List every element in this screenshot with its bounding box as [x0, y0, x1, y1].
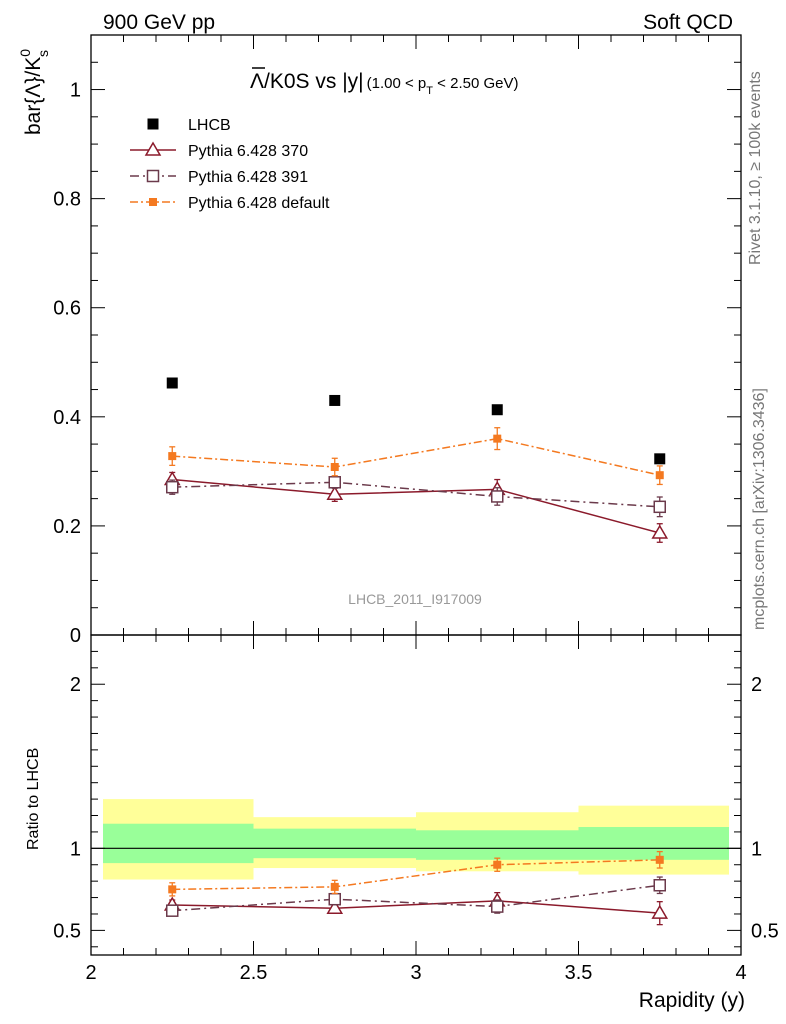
main-point-pythia-6-428-391-3: [653, 500, 666, 514]
y-tick-label-main-1: 1: [70, 80, 81, 102]
ratio-line-pythia-6-428-default: [172, 859, 660, 891]
ratio-point-pythia-6-428-default-1: [330, 882, 339, 891]
main-point-pythia-6-428-391-1: [328, 476, 341, 489]
ratio-band-inner-3: [578, 827, 729, 860]
legend-label-pythia-6-428-default: Pythia 6.428 default: [188, 195, 330, 212]
legend-label-pythia-6-428-391: Pythia 6.428 391: [188, 169, 308, 186]
y-tick-label-main-0.2: 0.2: [53, 516, 81, 538]
y-axis-label-ratio: Ratio to LHCB: [25, 748, 42, 850]
analysis-watermark: LHCB_2011_I917009: [348, 591, 482, 607]
main-line-pythia-6-428-370: [172, 478, 660, 534]
axes-frames: 2 2.5 3 3.5 4 0 0.2 0.4 0.6 0.8 1 0.5 0.5 1 1 2 2: [53, 34, 779, 984]
x-tick-label-3: 3: [410, 962, 421, 984]
ratio-line-pythia-6-428-391: [172, 884, 660, 912]
ratio-point-pythia-6-428-391-3: [653, 879, 666, 892]
main-panel: [163, 377, 669, 543]
y-tick-label-ratio-left-0.5: 0.5: [53, 920, 81, 942]
header-right: Soft QCD: [643, 11, 733, 34]
title-cut-pre: (1.00 < p: [367, 75, 427, 92]
ratio-point-pythia-6-428-391-1: [328, 892, 341, 906]
x-tick-label-2: 2: [85, 962, 96, 984]
main-point-pythia-6-428-default-2: [493, 434, 502, 443]
ratio-point-pythia-6-428-370-3: [651, 904, 669, 919]
main-line-pythia-6-428-default: [172, 437, 660, 476]
ratio-uncertainty-bands: [91, 799, 741, 880]
y-tick-label-main-0.8: 0.8: [53, 189, 81, 211]
main-point-lhcb-3: [654, 453, 666, 465]
main-point-pythia-6-428-391-0: [166, 480, 179, 494]
main-point-lhcb-2: [491, 404, 503, 416]
title-cut-post: < 2.50 GeV): [433, 75, 518, 92]
ratio-band-inner-0: [103, 823, 254, 864]
ratio-line-pythia-6-428-370: [172, 900, 660, 914]
title-cut-sub: T: [426, 85, 433, 97]
legend-marker-pythia-6-428-391: [146, 169, 160, 183]
ratio-frame: [90, 634, 742, 956]
ratio-point-pythia-6-428-default-3: [655, 855, 664, 864]
svg-text:Λ/K0S vs |y|(1.00 < pT < 2.50: Λ/K0S vs |y| (1.00 < pT < 2.50 GeV): [250, 70, 518, 97]
y-tick-label-ratio-right-2: 2: [751, 674, 762, 696]
legend-marker-lhcb: [147, 118, 159, 130]
ratio-band-inner-2: [416, 830, 579, 860]
ratio-panel: [163, 850, 669, 926]
y-tick-label-ratio-right-0.5: 0.5: [751, 920, 779, 942]
plot-title: Λ/K0S vs |y| (1.00 < pT < 2.50 GeV): [250, 67, 518, 97]
main-point-pythia-6-428-391-2: [491, 490, 504, 503]
rivet-label: Rivet 3.1.10, ≥ 100k events: [747, 71, 764, 265]
ratio-point-pythia-6-428-default-2: [493, 860, 502, 869]
x-tick-label-4: 4: [735, 962, 746, 984]
svg-text:bar{Λ}/K0s: bar{Λ}/K0 s: [17, 49, 51, 135]
main-point-pythia-6-428-370-1: [326, 485, 344, 501]
y-axis-label-main: bar{Λ}/K0 s: [17, 49, 51, 135]
title-rest: /K0S vs |y|: [264, 70, 364, 93]
y-tick-label-main-0.6: 0.6: [53, 298, 81, 320]
legend: LHCB Pythia 6.428 370 Pythia 6.428 391 Pyth…: [130, 117, 330, 212]
x-axis-label: Rapidity (y): [639, 989, 745, 1012]
legend-label-lhcb: LHCB: [188, 117, 231, 134]
ratio-band-inner-1: [253, 828, 416, 859]
ratio-point-pythia-6-428-391-0: [166, 904, 179, 917]
main-point-lhcb-1: [329, 394, 341, 406]
main-point-pythia-6-428-default-3: [655, 471, 664, 480]
main-point-pythia-6-428-default-0: [168, 452, 177, 461]
header-left: 900 GeV pp: [103, 11, 215, 34]
legend-marker-pythia-6-428-370: [144, 141, 162, 156]
legend-marker-pythia-6-428-default: [149, 198, 157, 206]
x-tick-label-2.5: 2.5: [240, 962, 268, 984]
mcplots-label: mcplots.cern.ch [arXiv:1306.3436]: [751, 388, 768, 630]
main-point-lhcb-0: [166, 377, 178, 389]
ratio-point-pythia-6-428-391-2: [491, 900, 504, 913]
ratio-point-pythia-6-428-default-0: [168, 885, 177, 894]
main-line-pythia-6-428-391: [172, 481, 660, 508]
y-tick-label-main-0.4: 0.4: [53, 407, 81, 429]
ratio-point-pythia-6-428-370-1: [326, 899, 344, 914]
x-tick-label-3.5: 3.5: [565, 962, 593, 984]
title-bar-lambda: Λ: [250, 70, 264, 93]
main-point-pythia-6-428-default-1: [330, 463, 339, 471]
legend-label-pythia-6-428-370: Pythia 6.428 370: [188, 143, 308, 160]
y-tick-label-ratio-left-1: 1: [70, 838, 81, 860]
main-point-pythia-6-428-370-3: [651, 524, 669, 539]
y-tick-label-ratio-right-1: 1: [751, 838, 762, 860]
y-tick-label-main-0: 0: [70, 625, 81, 647]
y-tick-label-ratio-left-2: 2: [70, 674, 81, 696]
